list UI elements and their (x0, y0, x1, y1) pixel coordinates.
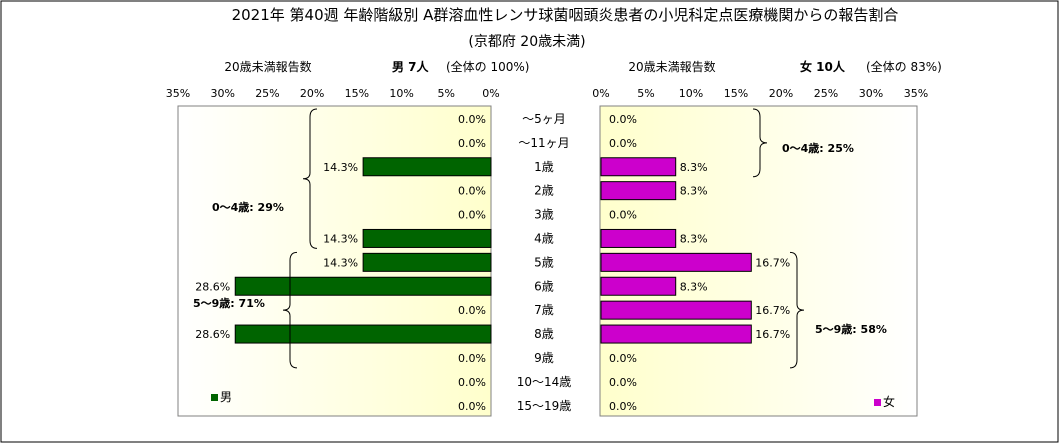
female-data-label: 0.0% (609, 113, 637, 126)
female-data-label: 8.3% (680, 280, 708, 293)
female-panel-label: 20歳未満報告数 (628, 59, 715, 74)
male-data-label: 0.0% (458, 113, 486, 126)
female-data-label: 0.0% (609, 137, 637, 150)
category-label: 15～19歳 (517, 399, 572, 413)
female-legend-label: 女 (883, 394, 895, 409)
male-legend-label: 男 (220, 390, 232, 404)
female-tick-label: 35% (904, 87, 928, 100)
female-tick-label: 5% (637, 87, 654, 100)
male-bracket-5-9 (282, 251, 298, 369)
male-bracket-0-4 (302, 108, 318, 249)
female-legend-swatch (874, 399, 881, 406)
female-bar (600, 181, 677, 201)
female-bar (600, 300, 752, 320)
male-tick-label: 10% (389, 87, 413, 100)
male-data-label: 28.6% (195, 280, 230, 293)
male-bar (362, 252, 492, 272)
category-label: 10～14歳 (517, 375, 572, 389)
category-label: 5歳 (534, 255, 554, 269)
male-bar (234, 276, 492, 296)
female-tick-label: 10% (679, 87, 703, 100)
male-data-labels: 0.0% 0.0% 14.3% 0.0% 0.0% 14.3% 14.3% 28.6% 0.0%… (195, 113, 486, 413)
male-data-label: 28.6% (195, 328, 230, 341)
male-data-label: 14.3% (323, 256, 358, 269)
chart-subtitle: (京都府 20歳未満) (468, 34, 585, 50)
male-data-label: 0.0% (458, 137, 486, 150)
male-data-label: 0.0% (458, 185, 486, 198)
female-bar (600, 324, 752, 344)
female-data-label: 0.0% (609, 352, 637, 365)
female-bar (600, 228, 677, 248)
male-data-label: 0.0% (458, 304, 486, 317)
female-tick-label: 25% (814, 87, 838, 100)
male-axis-ticks: 0% 5% 10% 15% 20% 25% 30% 35% (166, 87, 500, 100)
female-summary-label: 女 10人 (800, 59, 846, 74)
male-group-5-9-label: 5～9歳: 71% (193, 296, 265, 310)
male-summary-share: (全体の 100%) (446, 59, 530, 74)
male-tick-label: 25% (255, 87, 279, 100)
female-bar (600, 252, 752, 272)
male-bars (234, 157, 492, 344)
female-bars (600, 157, 752, 344)
age-group-brackets: 0～4歳: 29% 5～9歳: 71% 0～4歳: 25% 5～9歳: 58% (193, 108, 887, 369)
category-label: 9歳 (534, 351, 554, 365)
male-legend-swatch (211, 394, 218, 401)
category-label: 8歳 (534, 327, 554, 341)
male-tick-label: 20% (300, 87, 324, 100)
category-label: 6歳 (534, 279, 554, 293)
female-data-label: 0.0% (609, 400, 637, 413)
category-labels: ～5ヶ月 ～11ヶ月 1歳 2歳 3歳 4歳 5歳 6歳 7歳 8歳 9歳 10～14歳 15～19歳 (517, 112, 572, 413)
male-data-label: 0.0% (458, 376, 486, 389)
category-label: 3歳 (534, 208, 554, 222)
male-bar (362, 157, 492, 177)
category-label: 7歳 (534, 303, 554, 317)
male-summary-label: 男 7人 (392, 59, 430, 74)
chart-title: 2021年 第40週 年齢階級別 A群溶血性レンサ球菌咽頭炎患者の小児科定点医療… (232, 6, 899, 24)
female-bar (600, 276, 677, 296)
female-data-label: 16.7% (755, 256, 790, 269)
female-bar (600, 157, 677, 177)
category-label: 4歳 (534, 231, 554, 245)
female-bracket-5-9 (789, 251, 805, 369)
category-label: 2歳 (534, 184, 554, 198)
female-data-label: 0.0% (609, 209, 637, 222)
male-data-label: 0.0% (458, 209, 486, 222)
category-label: 1歳 (534, 160, 554, 174)
female-summary-share: (全体の 83%) (866, 59, 942, 74)
male-data-label: 14.3% (323, 161, 358, 174)
male-bar (362, 228, 492, 248)
female-axis-ticks: 0% 5% 10% 15% 20% 25% 30% 35% (592, 87, 928, 100)
male-data-label: 14.3% (323, 232, 358, 245)
female-group-5-9-label: 5～9歳: 58% (815, 322, 887, 336)
female-data-label: 8.3% (680, 185, 708, 198)
female-tick-label: 20% (769, 87, 793, 100)
female-data-label: 8.3% (680, 232, 708, 245)
male-panel-label: 20歳未満報告数 (224, 59, 311, 74)
male-tick-label: 30% (210, 87, 234, 100)
female-data-labels: 0.0% 0.0% 8.3% 8.3% 0.0% 8.3% 16.7% 8.3% 16.7% 16… (609, 113, 790, 413)
male-bar (234, 324, 492, 344)
male-data-label: 0.0% (458, 352, 486, 365)
male-tick-label: 35% (166, 87, 190, 100)
female-data-label: 8.3% (680, 161, 708, 174)
female-data-label: 16.7% (755, 304, 790, 317)
female-tick-label: 15% (724, 87, 748, 100)
female-bracket-0-4 (752, 108, 768, 178)
male-tick-label: 5% (438, 87, 455, 100)
female-tick-label: 30% (859, 87, 883, 100)
female-data-label: 16.7% (755, 328, 790, 341)
male-data-label: 0.0% (458, 400, 486, 413)
male-tick-label: 0% (482, 87, 499, 100)
female-tick-label: 0% (592, 87, 609, 100)
category-label: ～5ヶ月 (522, 112, 566, 126)
male-tick-label: 15% (345, 87, 369, 100)
female-data-label: 0.0% (609, 376, 637, 389)
male-group-0-4-label: 0～4歳: 29% (212, 200, 284, 214)
category-label: ～11ヶ月 (518, 136, 569, 150)
female-group-0-4-label: 0～4歳: 25% (782, 141, 854, 155)
